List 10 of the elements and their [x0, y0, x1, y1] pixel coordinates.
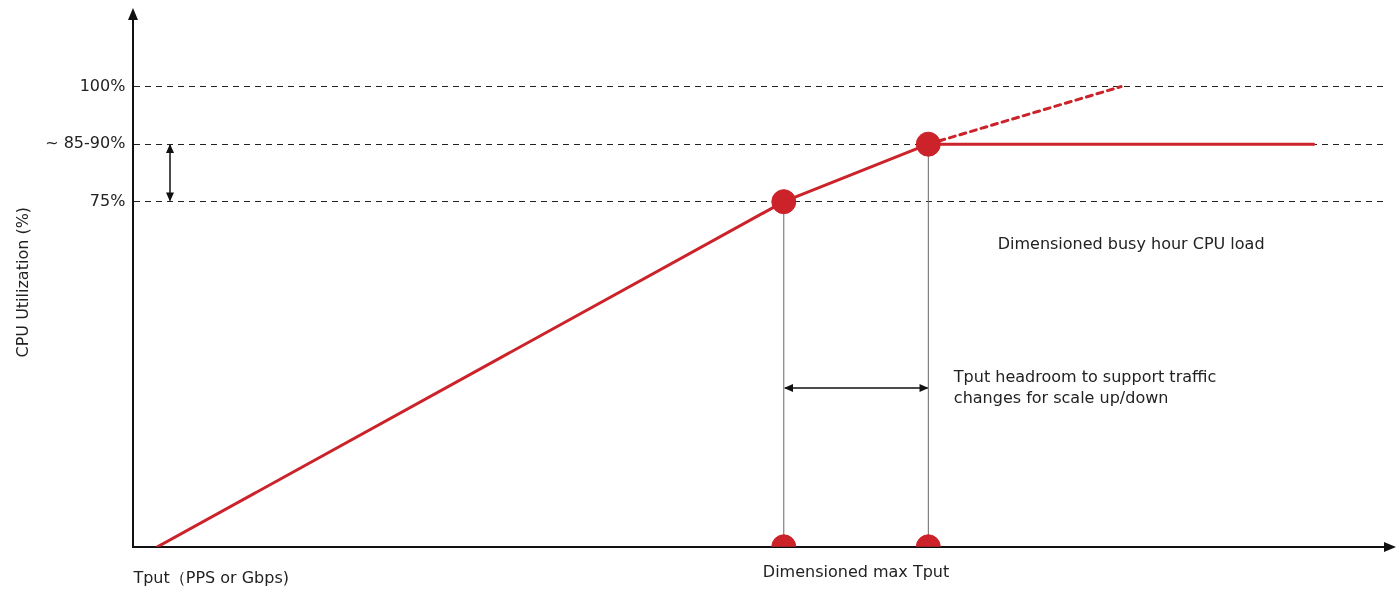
y-axis-title: CPU Utilization (%)	[12, 206, 32, 358]
text: Dimensioned max Tput	[762, 561, 950, 581]
y-tick-label: 100%	[79, 75, 126, 95]
point	[915, 131, 941, 157]
point	[771, 189, 797, 215]
y-tick-label: ~ 85-90%	[45, 133, 126, 153]
annotation: Dimensioned busy hour CPU load	[997, 234, 1265, 254]
x-axis-title: Tput（PPS or Gbps)	[132, 567, 290, 587]
y-tick-label: 75%	[89, 190, 126, 210]
annotation: Tput headroom to support traffic changes for scale up/down	[952, 366, 1217, 407]
